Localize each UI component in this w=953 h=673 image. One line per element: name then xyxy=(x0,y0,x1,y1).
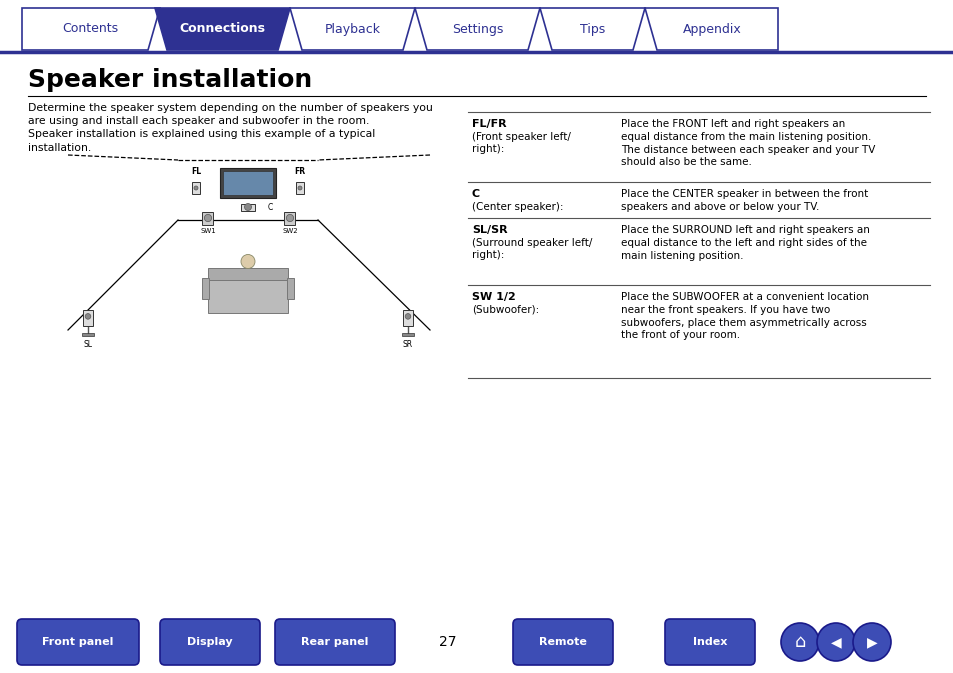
Text: (Surround speaker left/
right):: (Surround speaker left/ right): xyxy=(472,238,592,260)
Polygon shape xyxy=(539,8,644,50)
Text: Playback: Playback xyxy=(324,22,380,36)
Circle shape xyxy=(852,623,890,661)
Text: Front panel: Front panel xyxy=(42,637,113,647)
Circle shape xyxy=(193,186,198,190)
Text: ▶: ▶ xyxy=(865,635,877,649)
Text: Determine the speaker system depending on the number of speakers you
are using a: Determine the speaker system depending o… xyxy=(28,103,433,153)
Circle shape xyxy=(244,203,252,211)
Bar xyxy=(223,171,273,195)
Text: SW 1/2: SW 1/2 xyxy=(472,292,516,302)
Circle shape xyxy=(286,215,294,221)
Circle shape xyxy=(297,186,302,190)
FancyBboxPatch shape xyxy=(664,619,754,665)
Bar xyxy=(401,333,414,336)
Text: 27: 27 xyxy=(438,635,456,649)
Text: Tips: Tips xyxy=(579,22,604,36)
Text: Place the CENTER speaker in between the front
speakers and above or below your T: Place the CENTER speaker in between the … xyxy=(620,189,867,212)
Polygon shape xyxy=(644,8,778,50)
Circle shape xyxy=(85,314,91,319)
Text: Display: Display xyxy=(187,637,233,647)
Bar xyxy=(220,168,275,198)
Bar xyxy=(83,310,92,326)
Bar xyxy=(202,211,213,225)
FancyBboxPatch shape xyxy=(513,619,613,665)
Text: ◀: ◀ xyxy=(830,635,841,649)
Bar xyxy=(295,182,304,194)
Polygon shape xyxy=(154,8,290,50)
Text: Place the SURROUND left and right speakers an
equal distance to the left and rig: Place the SURROUND left and right speake… xyxy=(620,225,869,260)
Text: Appendix: Appendix xyxy=(682,22,741,36)
Text: Contents: Contents xyxy=(62,22,118,36)
FancyBboxPatch shape xyxy=(274,619,395,665)
Circle shape xyxy=(204,215,212,221)
Text: FL: FL xyxy=(191,167,201,176)
Text: (Front speaker left/
right):: (Front speaker left/ right): xyxy=(472,132,570,153)
Text: Connections: Connections xyxy=(179,22,265,36)
Text: Speaker installation: Speaker installation xyxy=(28,68,312,92)
Circle shape xyxy=(816,623,854,661)
Text: C: C xyxy=(472,189,479,199)
Text: Remote: Remote xyxy=(538,637,586,647)
Circle shape xyxy=(241,254,254,269)
Text: SR: SR xyxy=(402,340,413,349)
Bar xyxy=(287,277,294,299)
Bar xyxy=(208,267,288,279)
Text: SW2: SW2 xyxy=(282,228,297,234)
Text: C: C xyxy=(268,203,273,211)
Polygon shape xyxy=(290,8,415,50)
Bar xyxy=(202,277,209,299)
Text: SL: SL xyxy=(84,340,92,349)
Bar xyxy=(82,333,94,336)
Text: FL/FR: FL/FR xyxy=(472,119,506,129)
Polygon shape xyxy=(415,8,539,50)
Text: Place the FRONT left and right speakers an
equal distance from the main listenin: Place the FRONT left and right speakers … xyxy=(620,119,875,168)
Text: ⌂: ⌂ xyxy=(794,633,805,651)
Bar xyxy=(192,182,200,194)
Text: FR: FR xyxy=(294,167,305,176)
Bar xyxy=(402,310,413,326)
Circle shape xyxy=(405,314,411,319)
FancyBboxPatch shape xyxy=(17,619,139,665)
Text: (Center speaker):: (Center speaker): xyxy=(472,202,563,212)
Text: Settings: Settings xyxy=(452,22,502,36)
FancyBboxPatch shape xyxy=(160,619,260,665)
Text: SL/SR: SL/SR xyxy=(472,225,507,235)
Bar xyxy=(241,203,254,211)
Bar xyxy=(284,211,295,225)
Text: Place the SUBWOOFER at a convenient location
near the front speakers. If you hav: Place the SUBWOOFER at a convenient loca… xyxy=(620,292,868,341)
Text: SW1: SW1 xyxy=(200,228,215,234)
Text: Index: Index xyxy=(692,637,726,647)
Text: (Subwoofer):: (Subwoofer): xyxy=(472,305,538,315)
Polygon shape xyxy=(22,8,160,50)
Bar xyxy=(208,277,288,312)
Circle shape xyxy=(781,623,818,661)
Text: Rear panel: Rear panel xyxy=(301,637,368,647)
